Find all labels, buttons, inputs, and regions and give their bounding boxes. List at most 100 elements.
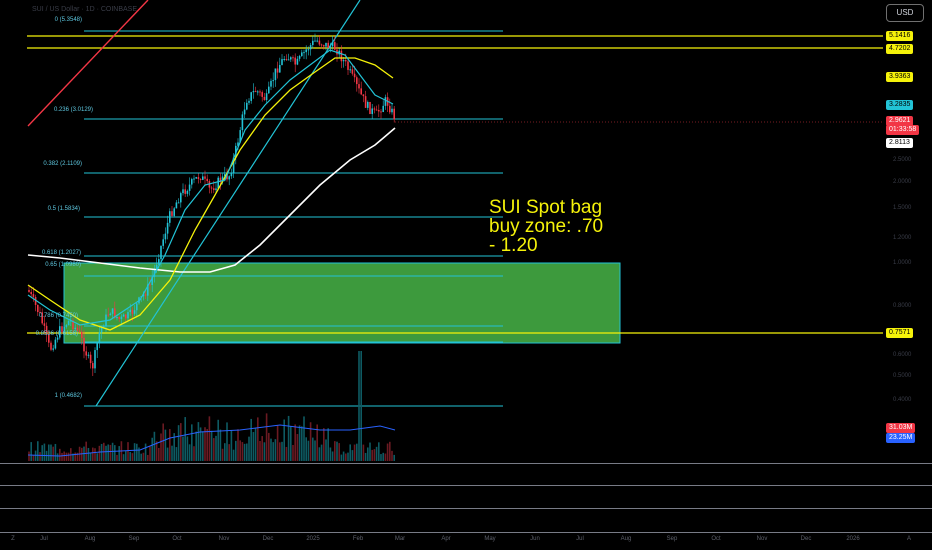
volume-bar [41, 445, 43, 461]
trendline-red [27, 0, 149, 127]
volume-bar [246, 443, 248, 461]
volume-bar [294, 424, 296, 461]
volume-bar [263, 442, 266, 461]
down-candle [81, 331, 83, 338]
volume-bar [254, 427, 257, 461]
price-tag-0-7571: 0.7571 [886, 328, 914, 338]
volume-bar [221, 448, 224, 461]
volume-bar [109, 444, 112, 461]
auto-scale-icon[interactable]: A [906, 536, 912, 542]
axis-tick: 2.0000 [893, 179, 912, 185]
up-candle [296, 58, 299, 65]
volume-bar [89, 452, 92, 461]
volume-bar [199, 427, 202, 461]
time-axis[interactable]: Z Jul Aug Sep Oct Nov Dec 2025 Feb Mar A… [0, 533, 932, 550]
volume-bar [28, 451, 30, 461]
volume-bar [144, 443, 147, 461]
volume-bar [155, 441, 158, 461]
volume-bar [39, 452, 41, 461]
volume-bar [228, 444, 230, 461]
volume-bar [314, 440, 316, 461]
volume-bar [237, 429, 239, 461]
down-candle [327, 42, 329, 48]
currency-button[interactable]: USD [886, 4, 924, 22]
down-candle [292, 57, 294, 59]
down-candle [34, 297, 37, 305]
volume-bar [61, 452, 63, 461]
up-candle [384, 97, 387, 106]
down-candle [114, 308, 116, 319]
up-candle [303, 52, 305, 54]
up-candle [281, 59, 283, 66]
volume-bar [32, 454, 35, 461]
up-candle [164, 233, 167, 240]
down-candle [131, 309, 134, 314]
up-candle [182, 189, 184, 194]
buy-zone-box [63, 262, 621, 344]
volume-bar [232, 449, 235, 461]
volume-bar [217, 419, 219, 461]
x-label: Jul [576, 536, 584, 542]
fib-label-065: 0.65 (1.0980) [45, 262, 81, 268]
volume-bar [147, 454, 149, 461]
volume-bar [166, 447, 169, 461]
down-candle [32, 294, 35, 298]
volume-bar [334, 441, 336, 461]
down-candle [378, 110, 380, 112]
volume-bar [329, 447, 332, 461]
volume-bar [384, 453, 387, 461]
volume-bar [389, 441, 391, 461]
pane-separator[interactable] [0, 532, 932, 533]
volume-bar [118, 446, 120, 461]
volume-bar [206, 429, 208, 461]
price-tag-4-7202: 4.7202 [886, 44, 914, 54]
up-candle [122, 314, 125, 317]
x-label: Nov [756, 536, 768, 542]
fib-label-1: 1 (0.4682) [54, 393, 82, 399]
trendline-cyan [95, 0, 361, 407]
volume-bar [312, 437, 314, 461]
down-candle [375, 109, 378, 111]
pane-separator[interactable] [0, 508, 932, 509]
volume-ma-line [27, 424, 396, 457]
volume-bar [160, 433, 162, 461]
down-candle [48, 334, 50, 343]
volume-bar [74, 452, 76, 461]
up-candle [169, 211, 171, 223]
down-candle [85, 351, 87, 356]
buy-zone-annotation[interactable]: SUI Spot bag buy zone: .70 - 1.20 [489, 198, 639, 255]
up-candle [314, 40, 316, 42]
annotation-line-2: buy zone: .70 [489, 216, 604, 237]
down-candle [360, 88, 362, 95]
down-candle [125, 314, 127, 319]
volume-bar [54, 443, 57, 461]
down-candle [45, 325, 48, 335]
volume-tag: 31.03M [886, 423, 916, 433]
pane-separator[interactable] [0, 485, 932, 486]
up-candle [290, 57, 292, 60]
symbol-title: SUI / US Dollar · 1D · COINBASE [32, 6, 138, 13]
volume-bar [296, 434, 299, 461]
up-candle [116, 316, 118, 319]
axis-tick: 0.4000 [893, 397, 912, 403]
up-candle [162, 239, 164, 246]
last-price-tag: 2.9621 [886, 116, 914, 126]
pane-separator[interactable] [0, 463, 932, 464]
up-candle [166, 222, 169, 234]
time-axis-reset-icon[interactable]: Z [11, 536, 15, 542]
volume-bar [323, 428, 325, 461]
down-candle [294, 57, 296, 65]
volume-bar [274, 439, 277, 461]
down-candle [362, 94, 365, 97]
fib-label-05: 0.5 (1.5834) [47, 206, 80, 212]
volume-bar [76, 452, 79, 461]
volume-bar [331, 451, 334, 461]
volume-bar [52, 446, 54, 461]
up-candle [155, 264, 158, 269]
volume-bar [320, 444, 323, 461]
x-label: Aug [620, 536, 632, 542]
up-candle [74, 327, 76, 330]
volume-bar [386, 443, 389, 461]
volume-bar [281, 441, 283, 461]
